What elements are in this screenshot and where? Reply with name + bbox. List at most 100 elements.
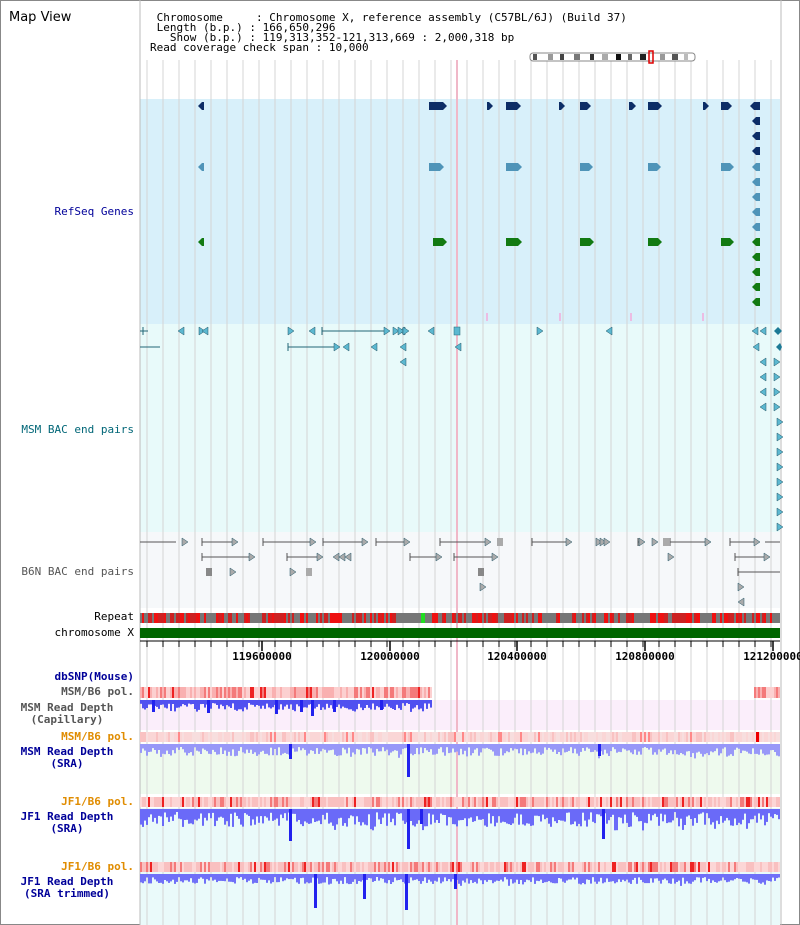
depth-bar bbox=[722, 809, 724, 823]
depth-bar bbox=[316, 809, 318, 822]
depth-bar bbox=[520, 874, 522, 880]
depth-spike bbox=[602, 809, 605, 839]
depth-bar bbox=[504, 744, 506, 754]
depth-bar bbox=[444, 809, 446, 815]
repeat-element bbox=[364, 613, 366, 623]
track-label-msm-bac[interactable]: MSM BAC end pairs bbox=[21, 423, 134, 436]
msm-capillary-depth bbox=[140, 700, 432, 716]
pol-cell bbox=[548, 732, 550, 742]
repeat-element bbox=[488, 613, 490, 623]
pol-cell bbox=[154, 862, 156, 872]
depth-bar bbox=[250, 874, 252, 880]
pol-cell bbox=[416, 732, 418, 742]
pol-cell bbox=[396, 862, 398, 872]
depth-bar bbox=[248, 874, 250, 881]
pol-cell bbox=[766, 732, 768, 742]
pol-cell bbox=[330, 797, 332, 807]
depth-bar bbox=[352, 809, 354, 817]
pol-cell bbox=[546, 732, 548, 742]
pol-cell bbox=[374, 732, 376, 742]
depth-bar bbox=[766, 809, 768, 822]
depth-bar bbox=[578, 809, 580, 824]
depth-bar bbox=[216, 744, 218, 755]
track-label-dbsnp[interactable]: dbSNP(Mouse) bbox=[54, 670, 134, 683]
repeat-element bbox=[164, 613, 166, 623]
depth-bar bbox=[564, 809, 566, 822]
pol-cell bbox=[456, 732, 458, 742]
pol-cell bbox=[144, 732, 146, 742]
depth-bar bbox=[262, 744, 264, 751]
depth-bar bbox=[296, 700, 298, 705]
depth-spike bbox=[420, 809, 423, 824]
pol-cell bbox=[370, 862, 372, 872]
depth-bar bbox=[626, 744, 628, 751]
pol-cell bbox=[172, 732, 174, 742]
b6n-bac-features[interactable] bbox=[140, 537, 780, 607]
track-label-b6n-bac[interactable]: B6N BAC end pairs bbox=[21, 565, 134, 578]
depth-bar bbox=[426, 874, 428, 883]
pol-cell bbox=[448, 862, 450, 872]
pol-cell bbox=[176, 797, 178, 807]
pol-cell bbox=[708, 862, 710, 872]
depth-bar bbox=[222, 700, 224, 707]
pol-cell bbox=[596, 862, 598, 872]
pol-cell bbox=[348, 862, 350, 872]
pol-cell bbox=[766, 687, 768, 698]
depth-bar bbox=[514, 874, 516, 883]
pol-cell bbox=[708, 732, 710, 742]
depth-bar bbox=[686, 874, 688, 882]
depth-bar bbox=[288, 700, 290, 709]
refseq-genes[interactable] bbox=[198, 102, 760, 321]
repeat-element bbox=[390, 613, 392, 623]
pol-cell bbox=[778, 797, 780, 807]
pol-cell bbox=[214, 732, 216, 742]
depth-bar bbox=[204, 700, 206, 708]
depth-bar bbox=[240, 809, 242, 825]
msm-bac-features[interactable] bbox=[140, 326, 784, 532]
depth-bar bbox=[412, 700, 414, 709]
pol-cell bbox=[148, 732, 150, 742]
pol-cell bbox=[686, 732, 688, 742]
pol-cell bbox=[698, 732, 700, 742]
pol-cell bbox=[520, 797, 522, 807]
pol-cell bbox=[616, 732, 618, 742]
pol-cell bbox=[554, 797, 556, 807]
depth-bar bbox=[758, 874, 760, 883]
ideogram-band bbox=[672, 54, 678, 60]
depth-spike bbox=[407, 809, 410, 849]
chromosome-ideogram[interactable] bbox=[529, 50, 696, 64]
depth-bar bbox=[518, 744, 520, 754]
pol-cell bbox=[346, 732, 348, 742]
pol-cell bbox=[262, 862, 264, 872]
pol-cell bbox=[252, 732, 254, 742]
depth-bar bbox=[186, 874, 188, 881]
repeat-element bbox=[160, 613, 162, 623]
pol-cell bbox=[268, 862, 270, 872]
pol-cell bbox=[302, 797, 304, 807]
depth-bar bbox=[732, 809, 734, 826]
pol-cell bbox=[402, 687, 404, 698]
msm-sra-depth bbox=[140, 744, 780, 777]
depth-bar bbox=[182, 744, 184, 750]
depth-bar bbox=[468, 744, 470, 748]
pol-cell bbox=[260, 797, 262, 807]
depth-bar bbox=[298, 744, 300, 748]
pol-cell bbox=[150, 687, 152, 698]
depth-bar bbox=[246, 700, 248, 710]
repeat-element bbox=[654, 613, 656, 623]
depth-bar bbox=[768, 744, 770, 755]
depth-bar bbox=[164, 874, 166, 880]
depth-bar bbox=[332, 809, 334, 826]
repeat-element bbox=[274, 613, 276, 623]
depth-bar bbox=[700, 809, 702, 814]
depth-bar bbox=[224, 809, 226, 825]
pol-cell bbox=[484, 797, 486, 807]
depth-bar bbox=[512, 809, 514, 824]
track-label-refseq[interactable]: RefSeq Genes bbox=[54, 205, 134, 218]
repeat-element bbox=[626, 613, 628, 623]
pol-cell bbox=[654, 862, 656, 872]
pol-cell bbox=[556, 732, 558, 742]
pol-cell bbox=[634, 797, 636, 807]
depth-bar bbox=[172, 874, 174, 880]
